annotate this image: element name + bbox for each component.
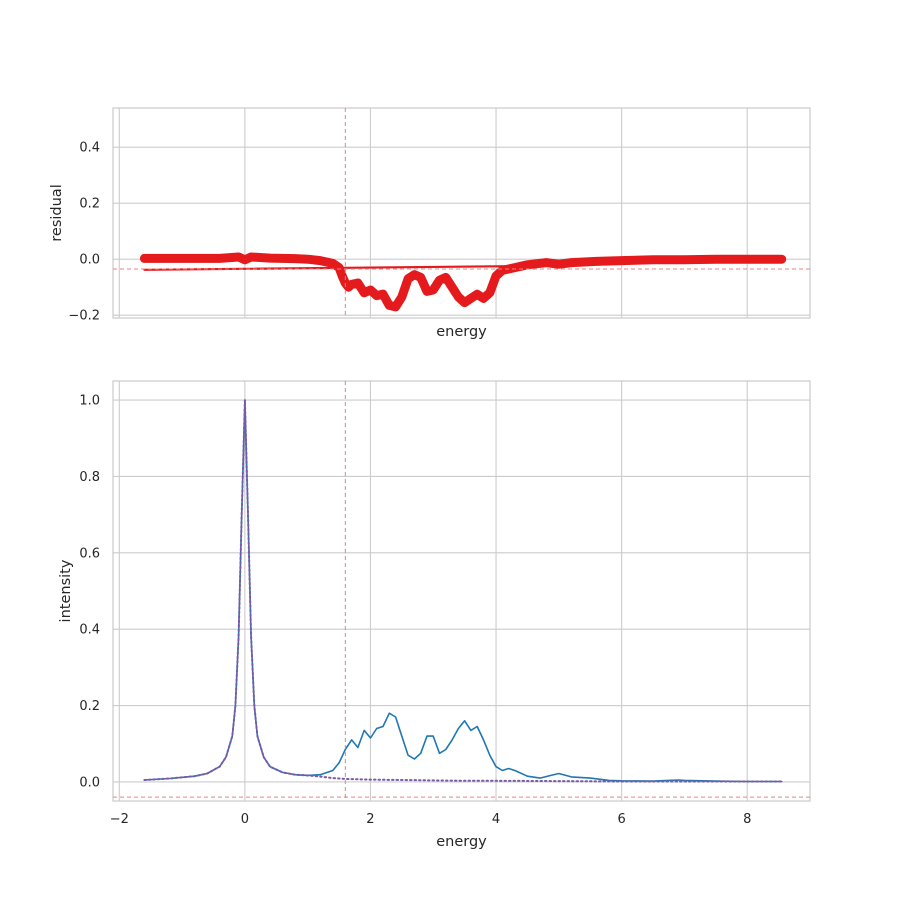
residual-marker-trace xyxy=(139,252,787,312)
y-tick-label: 0.2 xyxy=(79,197,100,212)
y-tick-label: 1.0 xyxy=(79,394,100,409)
residual-panel: −0.2 0.0 0.2 0.4 energy residual xyxy=(49,107,811,340)
axes-frame xyxy=(112,107,811,319)
x-tick-label: −2 xyxy=(110,812,129,827)
y-tick-label: 0.6 xyxy=(79,546,100,561)
x-tick-label: 2 xyxy=(366,812,374,827)
plot-area xyxy=(143,399,783,783)
y-tick-label: 0.4 xyxy=(79,623,100,638)
model-dotted-line xyxy=(143,399,783,783)
x-axis-label: energy xyxy=(436,834,487,850)
x-tick-label: 4 xyxy=(492,812,500,827)
plot-area xyxy=(139,252,787,312)
y-tick-label: 0.0 xyxy=(79,775,100,790)
x-axis-label: energy xyxy=(436,324,487,340)
y-tick-label: 0.8 xyxy=(79,470,100,485)
y-tick-label: 0.0 xyxy=(79,253,100,268)
y-axis-label: intensity xyxy=(58,559,74,622)
x-tick-label: 0 xyxy=(241,812,249,827)
x-tick-label: 6 xyxy=(617,812,625,827)
intensity-panel: 0.0 0.2 0.4 0.6 0.8 1.0 −2 0 2 4 6 8 energy intensity xyxy=(58,380,811,850)
y-tick-label: −0.2 xyxy=(68,309,100,324)
y-tick-label: 0.2 xyxy=(79,699,100,714)
y-tick-label: 0.4 xyxy=(79,141,100,156)
axes-frame xyxy=(112,380,811,802)
x-tick-label: 8 xyxy=(743,812,751,827)
y-axis-label: residual xyxy=(49,184,65,241)
